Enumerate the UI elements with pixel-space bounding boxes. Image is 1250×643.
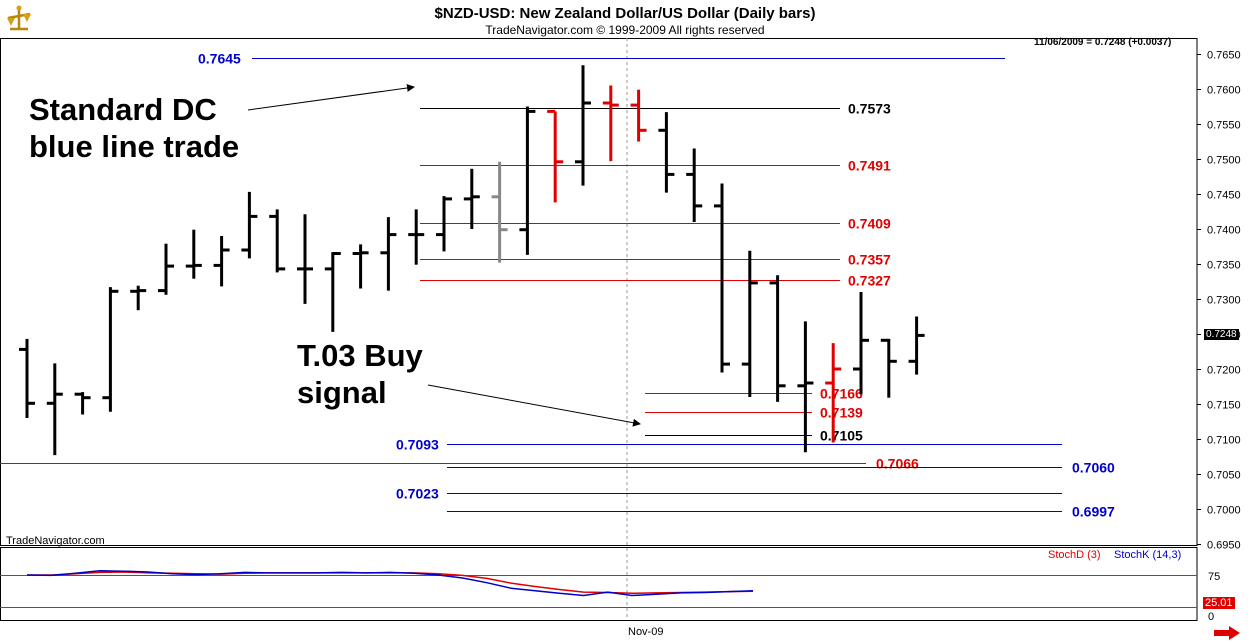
y-tick-label: 0.7300: [1207, 295, 1241, 307]
ohlc-bar: [797, 321, 814, 453]
last-quote: 11/06/2009 = 0.7248 (+0.0037): [1034, 37, 1172, 48]
y-tick-label: 0.7100: [1207, 435, 1241, 447]
y-tick-label: 0.7050: [1207, 470, 1241, 482]
ohlc-bar: [130, 285, 147, 311]
y-tick-label: 0.7350: [1207, 260, 1241, 272]
ohlc-bar: [853, 292, 869, 395]
ohlc-bar: [380, 217, 397, 291]
level-label: 0.7105: [820, 428, 863, 444]
level-label: 0.7491: [848, 158, 891, 174]
stochd-legend: StochD (3): [1048, 549, 1101, 561]
level-label: 0.7139: [820, 405, 863, 421]
level-label: 0.7166: [820, 386, 863, 402]
level-label: 0.7409: [848, 216, 891, 232]
ohlc-bar: [324, 252, 341, 332]
level-label: 0.7573: [848, 101, 891, 117]
y-tick-label: 0.7450: [1207, 190, 1241, 202]
ohlc-bar: [436, 196, 452, 252]
ohlc-bar: [686, 148, 703, 222]
ohlc-bar: [352, 244, 369, 289]
annotation-buy-line1: T.03 Buy: [297, 338, 423, 373]
ohlc-bar: [102, 287, 119, 412]
current-price-box: 0.7248: [1204, 329, 1239, 340]
ohlc-bar: [547, 109, 564, 203]
ohlc-bar: [491, 161, 508, 263]
ohlc-bar: [158, 243, 174, 295]
chart-title: $NZD-USD: New Zealand Dollar/US Dollar (…: [434, 5, 816, 22]
dc-arrow: [247, 83, 415, 111]
annotation-dc-line1: Standard DC: [29, 92, 217, 127]
ohlc-bar: [741, 250, 758, 397]
ohlc-bar: [825, 343, 842, 443]
buy-arrow: [427, 384, 641, 427]
ohlc-bar: [408, 209, 425, 265]
level-label: 0.7327: [848, 273, 891, 289]
y-tick-label: 0.7550: [1207, 120, 1241, 132]
ohlc-bar: [602, 85, 619, 162]
level-label: 0.7357: [848, 252, 891, 268]
y-tick-label: 0.7200: [1207, 365, 1241, 377]
annotation-dc-line2: blue line trade: [29, 129, 240, 164]
ohlc-bar: [630, 89, 647, 142]
ohlc-bar: [213, 236, 230, 287]
level-label: 0.6997: [1072, 504, 1115, 520]
y-tick-label: 0.7650: [1207, 50, 1241, 62]
x-axis-label: Nov-09: [628, 626, 664, 638]
ohlc-bar: [880, 338, 897, 398]
annotation-buy-line2: signal: [297, 375, 387, 410]
ohlc-bar: [185, 229, 202, 279]
scroll-right-arrow-icon[interactable]: [1213, 626, 1241, 640]
ohlc-bar: [908, 316, 925, 375]
level-label: 0.7093: [396, 437, 439, 453]
stoch-level-label: 75: [1208, 571, 1221, 583]
stoch-line: [26, 569, 754, 597]
level-label: 0.7645: [198, 51, 241, 67]
ohlc-bar: [463, 168, 480, 229]
stoch-zero-label: 0: [1208, 611, 1215, 623]
y-tick-label: 0.7150: [1207, 400, 1241, 412]
stoch-panel-frame: [0, 547, 1198, 621]
price-panel-frame: [0, 38, 1198, 546]
level-label: 0.7066: [876, 456, 919, 472]
ohlc-bar: [769, 275, 786, 402]
ohlc-bar: [19, 338, 35, 418]
ohlc-bar: [241, 191, 258, 259]
ohlc-bar: [519, 106, 536, 255]
ohlc-bar: [74, 392, 91, 415]
y-tick-label: 0.7600: [1207, 85, 1241, 97]
level-label: 0.7060: [1072, 460, 1115, 476]
ohlc-bar: [658, 112, 675, 193]
level-label: 0.7023: [396, 486, 439, 502]
y-tick-label: 0.6950: [1207, 540, 1241, 552]
watermark: TradeNavigator.com: [6, 535, 105, 547]
ohlc-bar: [46, 363, 63, 456]
ohlc-bar: [575, 65, 591, 186]
y-tick-label: 0.7500: [1207, 155, 1241, 167]
trade-navigator-logo-icon: [4, 4, 34, 34]
y-tick-label: 0.7000: [1207, 505, 1241, 517]
chart-subtitle: TradeNavigator.com © 1999-2009 All right…: [485, 23, 765, 37]
y-tick-label: 0.7400: [1207, 225, 1241, 237]
stochk-legend: StochK (14,3): [1114, 549, 1182, 561]
ohlc-bar: [269, 209, 286, 273]
stoch-current-value: 25.01: [1203, 597, 1235, 609]
ohlc-bar: [714, 183, 730, 373]
ohlc-bar: [297, 214, 313, 304]
